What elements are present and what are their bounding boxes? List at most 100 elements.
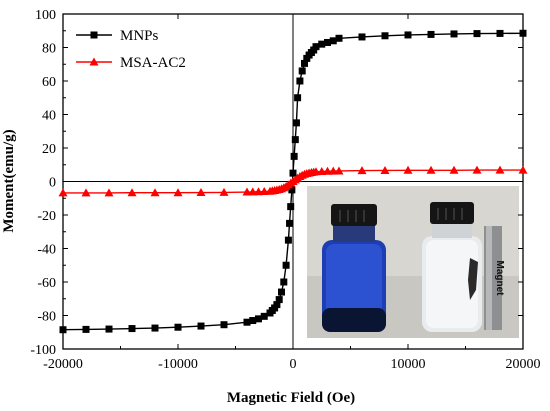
- data-point: [519, 29, 527, 37]
- x-tick-label: -10000: [158, 357, 198, 372]
- data-point: [358, 33, 366, 41]
- legend-label: MSA-AC2: [120, 55, 186, 71]
- series-0: [59, 29, 527, 334]
- legend: MNPs MSA-AC2: [76, 28, 186, 71]
- data-point: [324, 38, 331, 46]
- data-point: [323, 166, 332, 175]
- y-tick-label: -100: [30, 343, 56, 358]
- data-point: [197, 322, 205, 330]
- data-point: [427, 30, 435, 38]
- data-point: [381, 32, 389, 40]
- x-tick-label: -20000: [43, 357, 83, 372]
- data-point: [357, 166, 367, 175]
- data-point: [287, 203, 295, 211]
- data-point: [284, 236, 292, 244]
- data-point: [296, 77, 304, 85]
- data-point: [334, 166, 344, 175]
- data-point: [312, 43, 320, 51]
- data-point: [255, 315, 262, 323]
- data-point: [301, 59, 308, 67]
- y-tick-label: 80: [42, 42, 56, 57]
- data-point: [286, 219, 294, 227]
- data-point: [219, 187, 229, 196]
- x-tick-label: 10000: [391, 357, 426, 372]
- y-tick-label: -40: [37, 243, 56, 258]
- data-point: [105, 325, 113, 333]
- data-point: [518, 165, 528, 174]
- legend-entry: MSA-AC2: [76, 55, 186, 71]
- inset-photo: Magnet: [307, 186, 519, 338]
- data-point: [472, 165, 482, 174]
- data-point: [249, 317, 257, 325]
- data-point: [127, 188, 137, 197]
- data-point: [81, 188, 91, 197]
- data-point: [292, 119, 300, 127]
- y-tick-label: 100: [35, 8, 56, 23]
- data-point: [82, 325, 90, 333]
- axes: -20000 -10000 0 10000 20000 -100 -80 -60 -40 -20 0…: [30, 8, 540, 372]
- data-point: [173, 188, 183, 197]
- blue-bottle-icon: [322, 204, 386, 332]
- data-point: [449, 165, 459, 174]
- data-point: [104, 188, 114, 197]
- legend-label: MNPs: [120, 28, 159, 44]
- data-point: [403, 165, 413, 174]
- data-point: [450, 30, 458, 38]
- data-point: [317, 166, 327, 175]
- data-point: [151, 324, 159, 332]
- data-point: [473, 30, 481, 38]
- x-axis-title: Magnetic Field (Oe): [227, 390, 355, 406]
- data-point: [260, 312, 268, 320]
- series-layer: [58, 29, 528, 334]
- data-point: [59, 326, 67, 334]
- data-point: [220, 321, 228, 329]
- data-point: [335, 34, 343, 42]
- data-point: [496, 29, 504, 37]
- clear-bottle-icon: [422, 202, 482, 332]
- data-point: [328, 166, 338, 175]
- data-point: [243, 318, 251, 326]
- data-point: [254, 187, 263, 196]
- data-point: [248, 187, 258, 196]
- data-point: [275, 296, 283, 304]
- y-tick-label: -60: [37, 276, 56, 291]
- data-point: [278, 288, 285, 296]
- data-point: [290, 152, 298, 160]
- legend-marker: [90, 31, 98, 39]
- magnet-icon: Magnet: [484, 226, 505, 330]
- y-tick-label: -80: [37, 310, 56, 325]
- y-tick-label: 60: [42, 75, 56, 90]
- x-tick-label: 20000: [506, 357, 541, 372]
- magnet-label: Magnet: [494, 261, 505, 297]
- legend-marker: [89, 57, 99, 66]
- y-tick-label: -20: [37, 209, 56, 224]
- data-point: [291, 136, 299, 144]
- data-point: [289, 169, 297, 177]
- data-point: [282, 261, 290, 269]
- data-point: [196, 188, 206, 197]
- y-axis-title: Moment(emu/g): [1, 129, 17, 232]
- data-point: [128, 325, 136, 333]
- data-point: [174, 323, 182, 331]
- data-point: [294, 94, 302, 102]
- data-point: [273, 301, 281, 309]
- x-tick-label: 0: [290, 357, 297, 372]
- data-point: [58, 188, 68, 197]
- data-point: [298, 67, 306, 75]
- legend-entry: MNPs: [76, 28, 159, 44]
- data-point: [242, 187, 252, 196]
- data-point: [280, 278, 288, 286]
- y-tick-label: 0: [49, 176, 56, 191]
- y-tick-label: 20: [42, 142, 56, 157]
- data-point: [150, 188, 160, 197]
- y-tick-label: 40: [42, 109, 56, 124]
- data-point: [380, 165, 390, 174]
- series-1: [58, 165, 528, 197]
- data-point: [288, 186, 296, 194]
- data-point: [404, 31, 412, 39]
- data-point: [495, 165, 505, 174]
- data-point: [318, 40, 326, 48]
- data-point: [426, 165, 436, 174]
- data-point: [329, 37, 337, 45]
